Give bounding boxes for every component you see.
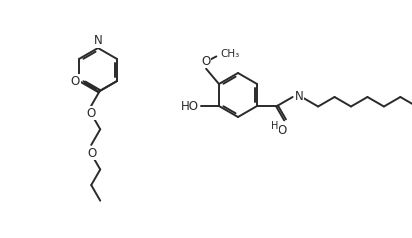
Text: O: O <box>71 75 80 88</box>
Text: O: O <box>201 55 211 68</box>
Text: O: O <box>277 124 287 137</box>
Text: H: H <box>272 121 279 131</box>
Text: N: N <box>295 89 303 103</box>
Text: O: O <box>87 107 96 120</box>
Text: N: N <box>94 34 102 47</box>
Text: HO: HO <box>181 99 199 113</box>
Text: CH₃: CH₃ <box>220 50 240 60</box>
Text: O: O <box>88 147 97 160</box>
